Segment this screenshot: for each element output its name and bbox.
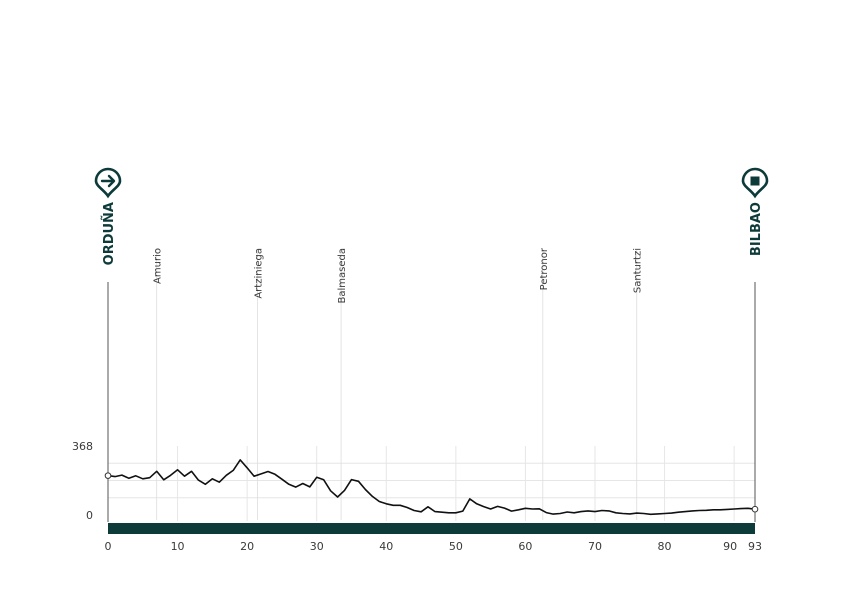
- x-tick-label: 80: [658, 540, 672, 553]
- x-tick-label: 30: [310, 540, 324, 553]
- finish-label: BILBAO: [749, 202, 764, 256]
- x-tick-label: 40: [379, 540, 393, 553]
- x-tick-label: 70: [588, 540, 602, 553]
- y-tick-label: 0: [86, 509, 93, 522]
- town-label: Artziniega: [254, 248, 265, 299]
- elevation-profile-line: [107, 459, 756, 516]
- start-finish-markers: ORDUÑA BILBAO: [94, 167, 769, 522]
- distance-bar: [108, 523, 755, 534]
- x-tick-label: 20: [240, 540, 254, 553]
- arrow-right-pin-icon: [94, 167, 122, 199]
- town-label: Santurtzi: [633, 248, 644, 293]
- y-tick-label: 368: [72, 440, 93, 453]
- x-tick-label: 50: [449, 540, 463, 553]
- start-label: ORDUÑA: [101, 202, 117, 265]
- start-pin: [94, 167, 122, 199]
- x-tick-label: 90: [723, 540, 737, 553]
- town-markers: Amurio Artziniega Balmaseda Petronor Santurt…: [153, 247, 644, 520]
- arrow-right-icon: [100, 174, 116, 188]
- town-label: Balmaseda: [337, 248, 348, 303]
- x-axis-ticks: 0 10 20 30 40 50 60 70 80 90 93: [105, 540, 763, 553]
- x-tick-label: 60: [518, 540, 532, 553]
- town-label: Petronor: [539, 247, 550, 290]
- finish-point: [751, 505, 759, 513]
- x-tick-label: 93: [748, 540, 762, 553]
- stop-square-icon: [750, 176, 760, 186]
- finish-pin: [741, 167, 769, 199]
- y-axis-ticks: 0 368: [72, 440, 93, 522]
- x-tick-label: 0: [105, 540, 112, 553]
- x-tick-label: 10: [171, 540, 185, 553]
- town-label: Amurio: [153, 248, 164, 284]
- start-point: [104, 472, 112, 479]
